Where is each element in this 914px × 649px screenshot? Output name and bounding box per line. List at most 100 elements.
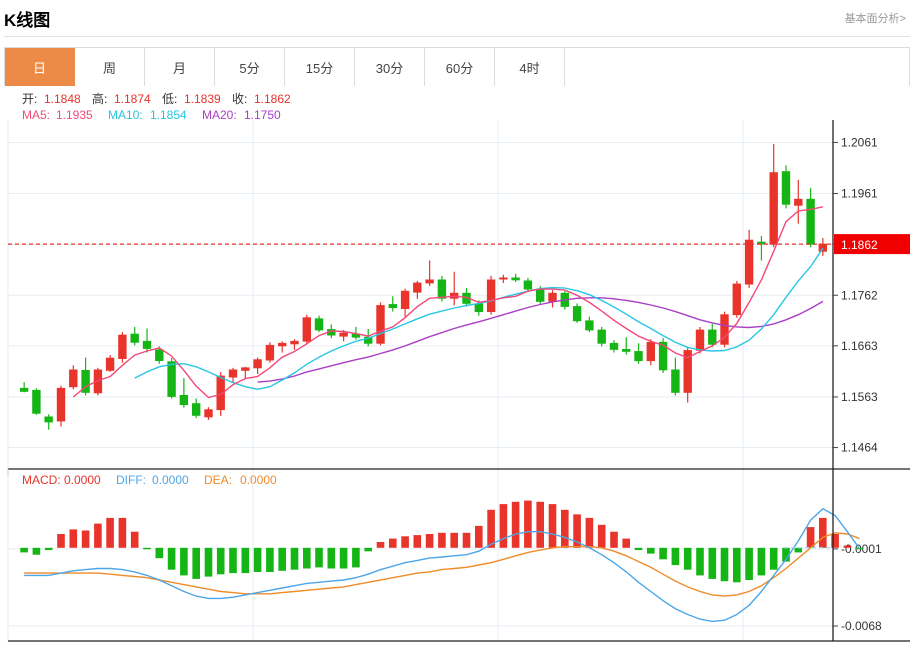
page-header: K线图 基本面分析>: [0, 0, 914, 36]
price-axis-tick: 1.1663: [841, 339, 878, 353]
dea-line: [24, 532, 860, 597]
macd-bar: [315, 547, 323, 568]
macd-bar: [216, 547, 225, 575]
price-axis-tick: 1.1762: [841, 288, 878, 302]
price-gridlines: 1.2061 1.1961 1.1762 1.1663 1.1563 1.1464: [7, 120, 878, 598]
candle-body: [671, 369, 680, 393]
fundamental-analysis-link[interactable]: 基本面分析>: [844, 13, 906, 25]
candle-body: [204, 409, 213, 418]
candle-body: [585, 320, 594, 331]
macd-bar: [634, 547, 643, 551]
price-axis-tick: 1.2061: [841, 135, 878, 149]
macd-bar: [167, 547, 176, 570]
macd-bar: [597, 524, 606, 548]
candle-body: [511, 277, 520, 281]
candle-body: [19, 387, 29, 392]
macd-bar: [683, 547, 692, 570]
macd-bar: [192, 547, 200, 579]
tab-label: 15分: [305, 60, 334, 76]
candle-body: [757, 241, 766, 245]
candle-body: [695, 329, 705, 351]
macd-bar: [327, 547, 336, 569]
candle-body: [32, 389, 41, 414]
ohlc-value: 1.1862: [254, 92, 291, 106]
page-title: K线图: [4, 10, 51, 30]
candle-body: [658, 341, 668, 371]
macd-bar: [708, 547, 717, 579]
candle-body: [720, 314, 729, 345]
candle-body: [769, 172, 778, 245]
diff-line: [24, 507, 861, 623]
tab-2[interactable]: 月: [145, 48, 215, 86]
macd-legend-item: DIFF:: [116, 473, 146, 487]
price-axis-tick: 1.1961: [841, 187, 878, 201]
macd-bar: [647, 547, 655, 554]
candle-body: [130, 333, 139, 343]
macd-bar: [831, 534, 839, 548]
macd-bar: [32, 547, 41, 555]
kline-chart-svg[interactable]: 开: 1.1848 高: 1.1874 低: 1.1839 收: 1.1862 MA5: 1.19…: [4, 86, 910, 645]
macd-bar: [44, 547, 53, 551]
macd-bar: [389, 538, 397, 548]
tab-label: 月: [172, 60, 186, 76]
tab-5[interactable]: 30分: [355, 48, 425, 86]
macd-bar: [696, 547, 704, 576]
macd-bar: [487, 509, 495, 548]
ma-legend-item: MA20:: [202, 108, 237, 122]
macd-bar: [819, 517, 827, 548]
candle-body: [265, 344, 275, 361]
candle-body: [191, 403, 201, 416]
current-price-label: 1.1862: [841, 238, 878, 252]
macd-bar: [278, 547, 286, 571]
tab-3[interactable]: 5分: [215, 48, 285, 86]
macd-bar: [659, 547, 667, 560]
price-axis-tick: 1.1563: [841, 390, 878, 404]
ohlc-value: 1.1874: [114, 92, 151, 106]
macd-axis-tick: -0.0068: [841, 619, 882, 633]
tab-4[interactable]: 15分: [285, 48, 355, 86]
candle-body: [732, 283, 741, 316]
ma5-line: [72, 206, 824, 399]
candle-body: [744, 239, 754, 285]
candle-body: [105, 357, 115, 371]
ohlc-label: 高:: [92, 91, 107, 106]
candle-body: [167, 361, 176, 397]
candle-body: [781, 171, 791, 205]
current-price-tag: [834, 234, 910, 255]
macd-bar: [352, 547, 360, 568]
macd-histogram: [20, 500, 864, 583]
candle-body: [142, 340, 152, 349]
macd-bar: [499, 504, 508, 548]
macd-bar: [524, 500, 532, 548]
tab-7[interactable]: 4时: [495, 48, 565, 86]
kline-chart-area[interactable]: 开: 1.1848 高: 1.1874 低: 1.1839 收: 1.1862 MA5: 1.19…: [4, 86, 910, 645]
ma10-line: [134, 247, 824, 391]
ma-legend-item: MA10:: [108, 108, 143, 122]
candle-body: [474, 303, 483, 312]
macd-bar: [241, 547, 250, 574]
macd-bar: [610, 531, 618, 548]
tab-0[interactable]: 日: [5, 48, 75, 86]
candle-body: [572, 306, 582, 322]
candle-body: [609, 342, 619, 350]
candle-body: [388, 304, 397, 308]
macd-bar: [450, 532, 458, 548]
candle-body: [216, 375, 225, 411]
macd-legend-item: MACD:: [22, 473, 61, 487]
tab-1[interactable]: 周: [75, 48, 145, 86]
candle-body: [683, 350, 692, 393]
ohlc-value: 1.1839: [184, 92, 221, 106]
candle-body: [622, 348, 631, 352]
macd-bar: [671, 547, 680, 566]
tab-6[interactable]: 60分: [425, 48, 495, 86]
macd-bar: [130, 531, 139, 548]
macd-bar: [548, 504, 557, 548]
candle-body: [118, 334, 127, 360]
candle-body: [314, 318, 324, 331]
macd-bar: [720, 547, 729, 582]
macd-bar: [253, 547, 262, 572]
candlestick-series[interactable]: [19, 143, 827, 430]
ma-legend-item: 1.1750: [244, 108, 281, 122]
macd-legend-item: DEA:: [204, 473, 232, 487]
candle-body: [597, 329, 606, 344]
